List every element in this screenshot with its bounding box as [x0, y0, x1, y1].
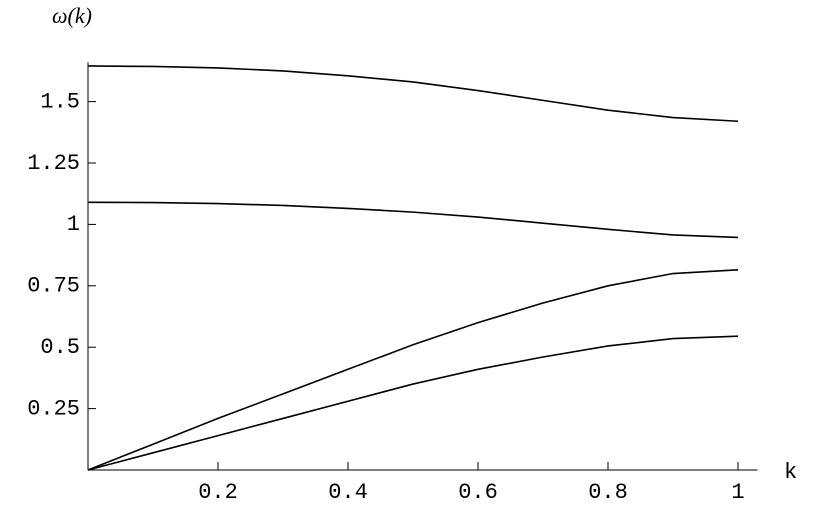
line	[87, 269, 739, 471]
line	[87, 335, 739, 471]
line	[87, 65, 739, 123]
x-tick-label: 1	[731, 480, 744, 505]
y-tick-label: 0.75	[27, 274, 80, 299]
y-tick-label: 0.5	[40, 335, 80, 360]
y-tick-label: 1.25	[27, 151, 80, 176]
x-tick-label: 0.2	[198, 480, 238, 505]
y-tick-label: 0.25	[27, 396, 80, 421]
y-tick-label: 1.5	[40, 89, 80, 114]
line	[87, 201, 739, 239]
x-tick-label: 0.4	[328, 480, 368, 505]
x-tick-label: 0.8	[588, 480, 628, 505]
x-axis-label: k	[784, 460, 797, 485]
y-tick-label: 1	[67, 212, 80, 237]
x-tick-label: 0.6	[458, 480, 498, 505]
y-axis-label: ω(k)	[52, 3, 92, 28]
